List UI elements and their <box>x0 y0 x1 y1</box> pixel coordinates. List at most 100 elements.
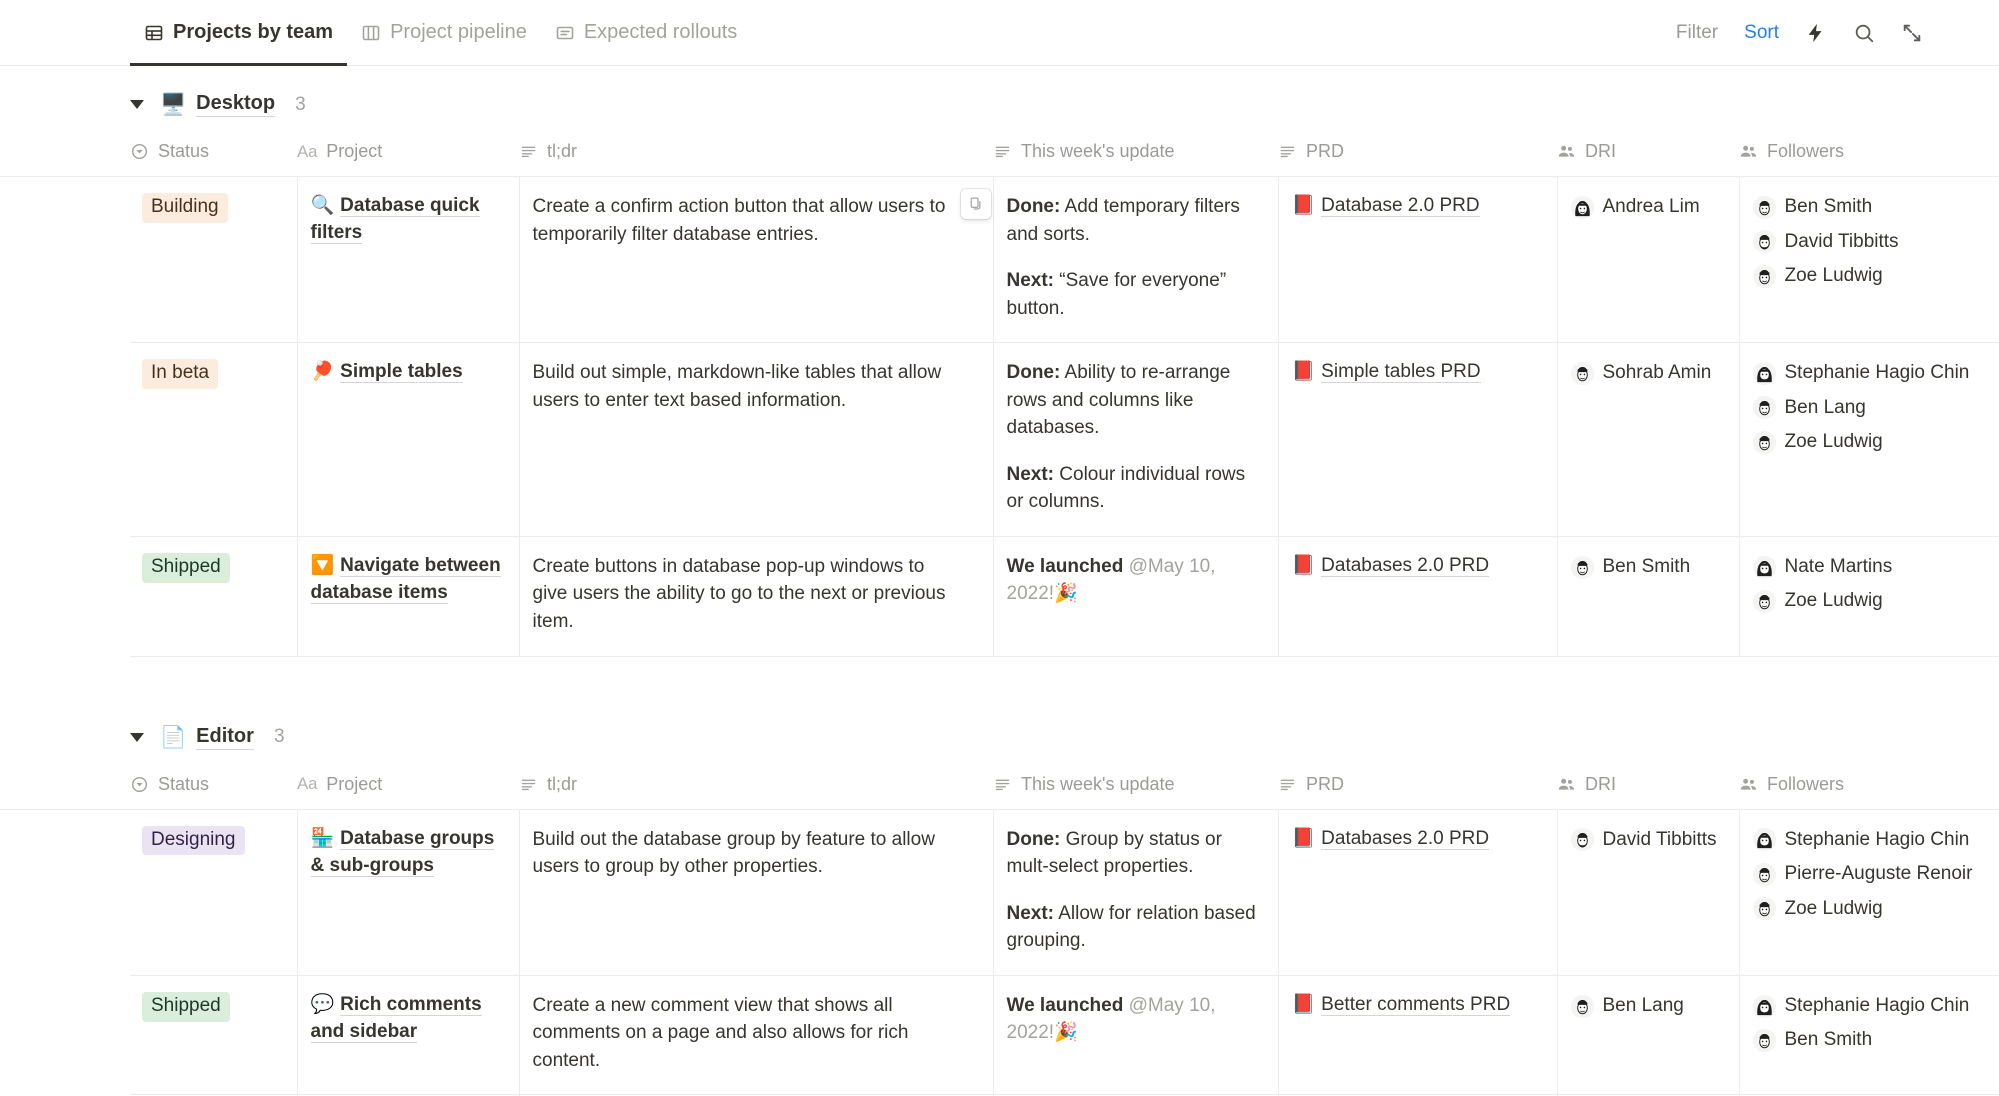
person-chip[interactable]: Ben Lang <box>1752 394 1988 423</box>
cell-prd[interactable]: 📕 Databases 2.0 PRD <box>1278 536 1558 657</box>
filter-button[interactable]: Filter <box>1675 21 1719 43</box>
cell-dri[interactable]: Ben Smith <box>1557 536 1740 657</box>
person-chip[interactable]: Zoe Ludwig <box>1752 428 1988 457</box>
group-header-editor[interactable]: 📄 Editor 3 <box>0 699 1999 768</box>
project-link[interactable]: Simple tables <box>340 361 463 384</box>
cell-tldr[interactable]: Build out simple, markdown-like tables t… <box>519 342 994 537</box>
table-row[interactable]: Designing 🏪 Database groups & sub-groups Bu… <box>0 809 1999 976</box>
column-header-prd[interactable]: PRD <box>1278 767 1557 810</box>
person-chip[interactable]: Ben Smith <box>1752 193 1988 222</box>
group-name[interactable]: Editor <box>196 725 254 750</box>
person-chip[interactable]: David Tibbitts <box>1752 228 1988 257</box>
person-chip[interactable]: Zoe Ludwig <box>1752 895 1988 924</box>
tab-projects-by-team[interactable]: Projects by team <box>130 0 348 66</box>
person-chip[interactable]: Stephanie Hagio Chin <box>1752 992 1988 1021</box>
cell-status[interactable]: Shipped <box>130 975 298 1096</box>
person-chip[interactable]: Stephanie Hagio Chin <box>1752 359 1988 388</box>
cell-followers[interactable]: Stephanie Hagio Chin Pierre-Auguste Renoi… <box>1739 809 1999 976</box>
cell-project[interactable]: ⌨️Select text across multiple blocks <box>297 1094 520 1096</box>
person-chip[interactable]: Nate Martins <box>1752 553 1988 582</box>
column-header-project[interactable]: Aa Project <box>297 135 519 177</box>
search-icon[interactable] <box>1853 22 1875 44</box>
sort-button[interactable]: Sort <box>1744 21 1779 43</box>
column-header-fol[interactable]: Followers <box>1739 767 1999 810</box>
cell-week-update[interactable]: Done: Group by status or mult-select pro… <box>993 809 1279 976</box>
group-name[interactable]: Desktop <box>196 92 276 117</box>
copy-icon[interactable] <box>960 189 991 219</box>
expand-icon[interactable] <box>1901 22 1923 44</box>
tab-expected-rollouts[interactable]: Expected rollouts <box>541 0 751 66</box>
table-row[interactable]: Shipped⌨️Select text across multiple blo… <box>0 1094 1999 1096</box>
cell-dri[interactable]: Andrea Lim <box>1557 176 1740 344</box>
cell-dri[interactable]: Sohrab Amin <box>1557 342 1740 537</box>
cell-project[interactable]: 🏓 Simple tables <box>297 342 520 537</box>
project-link[interactable]: Rich comments and sidebar <box>310 993 482 1043</box>
date-mention[interactable]: @May 10, 2022! <box>1006 994 1216 1044</box>
cell-week-update[interactable]: Done: Ability to re-arrange rows and col… <box>993 342 1279 537</box>
prd-link[interactable]: Database 2.0 PRD <box>1321 195 1480 217</box>
column-header-tldr[interactable]: tl;dr <box>519 767 993 810</box>
prd-link[interactable]: Databases 2.0 PRD <box>1321 827 1490 850</box>
person-chip[interactable]: Stephanie Hagio Chin <box>1752 826 1988 855</box>
cell-prd[interactable]: 📕 Simple tables PRD <box>1278 342 1558 537</box>
column-header-prd[interactable]: PRD <box>1278 135 1557 177</box>
person-chip[interactable]: Ben Lang <box>1570 992 1723 1021</box>
person-chip[interactable]: Andrea Lim <box>1570 193 1723 222</box>
person-chip[interactable]: Zoe Ludwig <box>1752 587 1988 616</box>
project-link[interactable]: Database groups & sub-groups <box>310 827 495 877</box>
cell-status[interactable]: Shipped <box>130 1094 298 1096</box>
cell-status[interactable]: Shipped <box>130 536 298 657</box>
column-header-status[interactable]: Status <box>130 135 297 177</box>
cell-tldr[interactable]: Create buttons in database pop-up window… <box>519 536 994 657</box>
person-chip[interactable]: Zoe Ludwig <box>1752 262 1988 291</box>
cell-tldr[interactable]: Recreate the editor using traditional te… <box>519 1094 994 1096</box>
prd-link[interactable]: Databases 2.0 PRD <box>1321 554 1490 577</box>
table-row[interactable]: Shipped 💬 Rich comments and sidebar Create … <box>0 975 1999 1096</box>
project-link[interactable]: Database quick filters <box>310 195 480 244</box>
cell-project[interactable]: 🔽 Navigate between database items <box>297 536 520 657</box>
cell-week-update[interactable]: We launched @May 12, 2022!🎉 <box>993 1094 1279 1096</box>
person-chip[interactable]: Ben Smith <box>1570 553 1723 582</box>
prd-link[interactable]: Simple tables PRD <box>1321 361 1481 384</box>
person-chip[interactable]: David Tibbitts <box>1570 826 1723 855</box>
cell-followers[interactable]: Ben Smith David Tibbitts Zoe Ludwig <box>1739 176 1999 344</box>
column-header-week[interactable]: This week's update <box>993 135 1278 177</box>
cell-prd[interactable]: 📕 Better comments PRD <box>1278 975 1558 1096</box>
date-mention[interactable]: @May 10, 2022! <box>1006 555 1216 605</box>
cell-tldr[interactable]: Build out the database group by feature … <box>519 809 994 976</box>
column-header-project[interactable]: Aa Project <box>297 767 519 810</box>
column-header-fol[interactable]: Followers <box>1739 135 1999 177</box>
collapse-caret-icon[interactable] <box>130 100 144 109</box>
prd-link[interactable]: Better comments PRD <box>1321 993 1511 1016</box>
collapse-caret-icon[interactable] <box>130 732 144 742</box>
cell-tldr[interactable]: Create a new comment view that shows all… <box>519 975 994 1096</box>
group-header-desktop[interactable]: 🖥️ Desktop 3 <box>0 66 1999 135</box>
cell-status[interactable]: Building <box>130 176 298 344</box>
column-header-dri[interactable]: DRI <box>1557 767 1739 810</box>
column-header-dri[interactable]: DRI <box>1557 135 1739 177</box>
lightning-icon[interactable] <box>1805 22 1827 44</box>
cell-dri[interactable]: David Tibbitts <box>1557 809 1740 976</box>
cell-prd[interactable]: 📕 Databases 2.0 PRD <box>1278 809 1558 976</box>
column-header-tldr[interactable]: tl;dr <box>519 135 993 177</box>
cell-project[interactable]: 🔍 Database quick filters <box>297 176 520 344</box>
table-row[interactable]: In beta 🏓 Simple tables Build out simple, m… <box>0 342 1999 537</box>
cell-week-update[interactable]: We launched @May 10, 2022!🎉 <box>993 975 1279 1096</box>
table-row[interactable]: Shipped 🔽 Navigate between database items C… <box>0 536 1999 657</box>
cell-status[interactable]: Designing <box>130 809 298 976</box>
person-chip[interactable]: Ben Smith <box>1752 1026 1988 1055</box>
column-header-status[interactable]: Status <box>130 767 297 810</box>
cell-week-update[interactable]: Done: Add temporary filters and sorts. Ne… <box>993 176 1279 344</box>
person-chip[interactable]: Pierre-Auguste Renoir <box>1752 860 1988 889</box>
cell-followers[interactable]: Stephanie Hagio Chin Ben Smith <box>1739 975 1999 1096</box>
tab-project-pipeline[interactable]: Project pipeline <box>347 0 541 66</box>
person-chip[interactable]: Sohrab Amin <box>1570 359 1723 388</box>
cell-week-update[interactable]: We launched @May 10, 2022!🎉 <box>993 536 1279 657</box>
cell-dri[interactable]: Nate Martins <box>1557 1094 1740 1096</box>
column-header-week[interactable]: This week's update <box>993 767 1278 810</box>
cell-dri[interactable]: Ben Lang <box>1557 975 1740 1096</box>
cell-followers[interactable]: Nate Martins Zoe Ludwig <box>1739 536 1999 657</box>
cell-followers[interactable]: Stephanie Hagio Chin Ben Lang Zoe Ludwig <box>1739 342 1999 537</box>
cell-prd[interactable]: 📕Better text editing PRD <box>1278 1094 1558 1096</box>
